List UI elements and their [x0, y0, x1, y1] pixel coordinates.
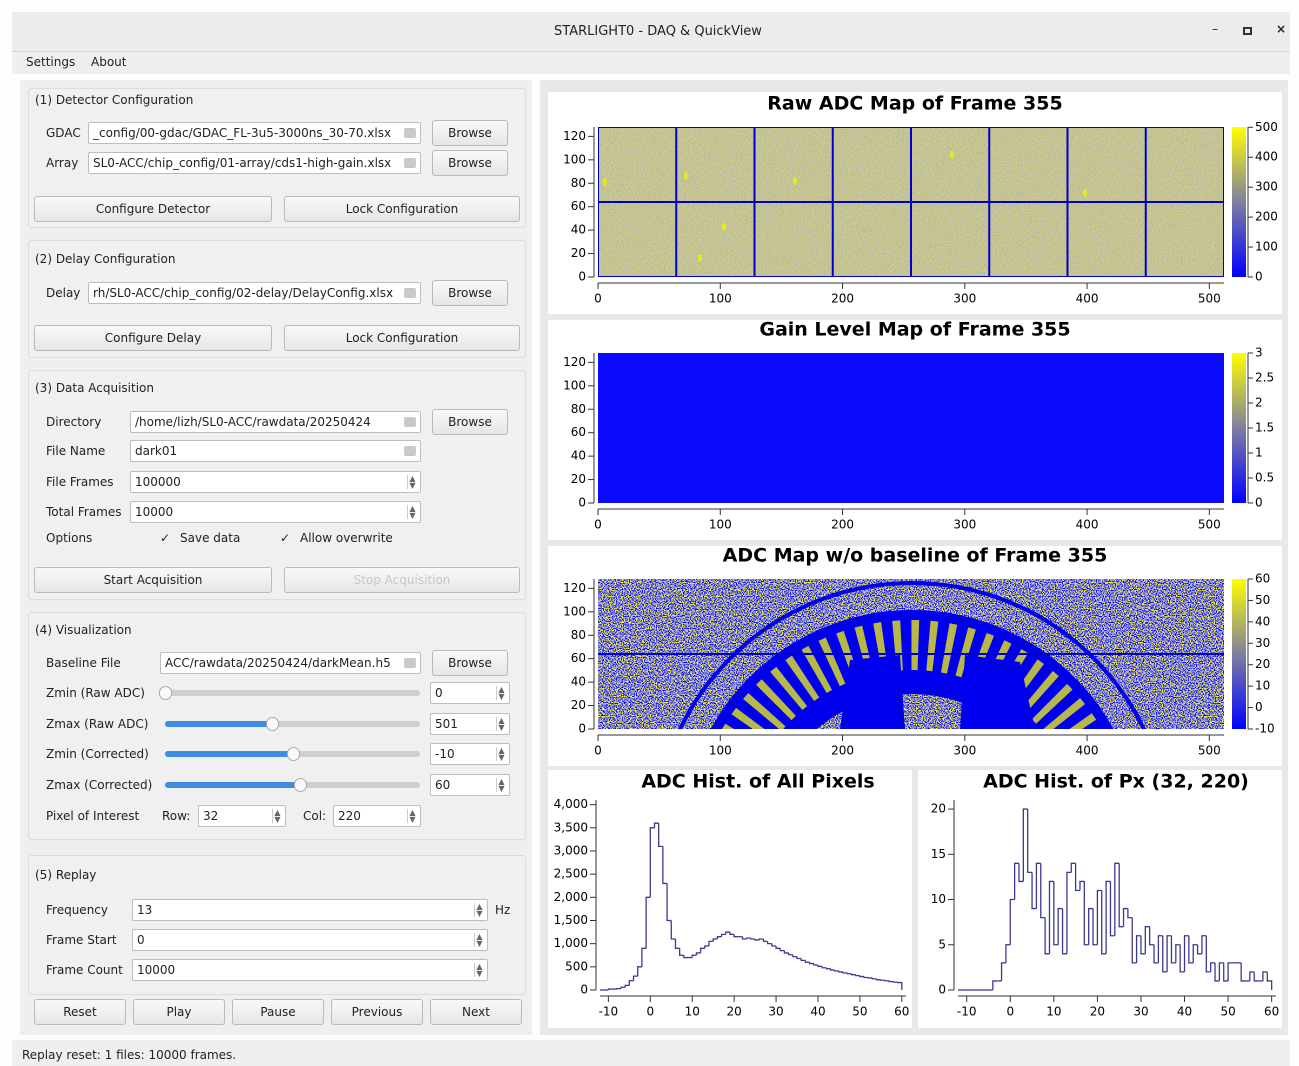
button[interactable]: Start Acquisition: [34, 567, 272, 593]
section-title: (2) Delay Configuration: [35, 251, 175, 267]
spin-arrows: ▲▼: [272, 809, 282, 823]
spin-box[interactable]: 60▲▼: [430, 774, 510, 796]
spin-arrows: ▲▼: [496, 778, 506, 792]
text-field[interactable]: /home/lizh/SL0-ACC/rawdata/20250424: [130, 411, 421, 433]
spin-arrows: ▲▼: [407, 505, 417, 519]
button[interactable]: Play: [133, 999, 225, 1025]
button[interactable]: Lock Configuration: [284, 196, 520, 222]
spin-arrows: ▲▼: [474, 903, 484, 917]
slider-handle[interactable]: [294, 778, 307, 792]
button[interactable]: Next: [430, 999, 522, 1025]
section-title: (3) Data Acquisition: [35, 380, 154, 396]
label: Col:: [303, 808, 326, 824]
label: Zmax (Corrected): [46, 777, 152, 793]
button[interactable]: Browse: [432, 409, 508, 435]
clear-icon: [404, 658, 416, 668]
section-title: (1) Detector Configuration: [35, 92, 193, 108]
clear-icon: [404, 158, 416, 168]
label: Baseline File: [46, 655, 121, 671]
label: GDAC: [46, 125, 81, 141]
checkbox[interactable]: ✓: [160, 530, 174, 546]
label: Frame Count: [46, 962, 123, 978]
checkbox-label: Allow overwrite: [300, 530, 393, 546]
button[interactable]: Configure Detector: [34, 196, 272, 222]
label: Frequency: [46, 902, 108, 918]
spin-arrows: ▲▼: [496, 747, 506, 761]
slider-fill: [165, 721, 272, 727]
slider-handle[interactable]: [159, 686, 172, 700]
button[interactable]: Browse: [432, 120, 508, 146]
spin-box[interactable]: 10000▲▼: [130, 501, 421, 523]
slider-handle[interactable]: [266, 717, 279, 731]
slider-track[interactable]: [165, 690, 420, 696]
slider-fill: [165, 782, 300, 788]
status-text: Replay reset: 1 files: 10000 frames.: [22, 1047, 236, 1063]
clear-icon: [404, 417, 416, 427]
slider-fill: [165, 751, 293, 757]
button[interactable]: Browse: [432, 650, 508, 676]
label: Total Frames: [46, 504, 121, 520]
spin-box[interactable]: 10000▲▼: [132, 959, 488, 981]
menu-item[interactable]: Settings: [26, 54, 75, 70]
slider-handle[interactable]: [287, 747, 300, 761]
menu-bar: [12, 52, 1290, 74]
minimize-button[interactable]: –: [1208, 22, 1222, 38]
label: Options: [46, 530, 92, 546]
spin-arrows: ▲▼: [407, 475, 417, 489]
spin-box[interactable]: -10▲▼: [430, 743, 510, 765]
clear-icon: [404, 128, 416, 138]
spin-box[interactable]: 0▲▼: [132, 929, 488, 951]
button[interactable]: Configure Delay: [34, 325, 272, 351]
section-title: (5) Replay: [35, 867, 96, 883]
section-title: (4) Visualization: [35, 622, 132, 638]
button[interactable]: Browse: [432, 280, 508, 306]
spin-arrows: ▲▼: [496, 717, 506, 731]
clear-icon: [404, 446, 416, 456]
button[interactable]: Reset: [34, 999, 126, 1025]
spin-box[interactable]: 501▲▼: [430, 713, 510, 735]
spin-box[interactable]: 220▲▼: [333, 805, 421, 827]
spin-box[interactable]: 0▲▼: [430, 682, 510, 704]
label: Directory: [46, 414, 101, 430]
clear-icon: [404, 288, 416, 298]
checkbox[interactable]: ✓: [280, 530, 294, 546]
spin-box[interactable]: 100000▲▼: [130, 471, 421, 493]
spin-box[interactable]: 13▲▼: [132, 899, 488, 921]
close-button[interactable]: ×: [1274, 22, 1288, 38]
spin-arrows: ▲▼: [474, 933, 484, 947]
plot-panel: [540, 80, 1288, 1035]
text-field[interactable]: dark01: [130, 440, 421, 462]
spin-arrows: ▲▼: [474, 963, 484, 977]
label: Hz: [495, 902, 510, 918]
text-field[interactable]: ACC/rawdata/20250424/darkMean.h5: [160, 652, 421, 674]
menu-item[interactable]: About: [91, 54, 126, 70]
label: Array: [46, 155, 78, 171]
button: Stop Acquisition: [284, 567, 520, 593]
text-field[interactable]: SL0-ACC/chip_config/01-array/cds1-high-g…: [88, 152, 421, 174]
button[interactable]: Previous: [331, 999, 423, 1025]
button[interactable]: Lock Configuration: [284, 325, 520, 351]
label: Zmin (Raw ADC): [46, 685, 145, 701]
label: Delay: [46, 285, 80, 301]
spin-arrows: ▲▼: [496, 686, 506, 700]
window-title: STARLIGHT0 - DAQ & QuickView: [400, 24, 916, 39]
checkbox-label: Save data: [180, 530, 240, 546]
spin-arrows: ▲▼: [407, 809, 417, 823]
label: Zmax (Raw ADC): [46, 716, 148, 732]
label: File Name: [46, 443, 105, 459]
spin-box[interactable]: 32▲▼: [198, 805, 286, 827]
label: Zmin (Corrected): [46, 746, 149, 762]
text-field[interactable]: rh/SL0-ACC/chip_config/02-delay/DelayCon…: [88, 282, 421, 304]
app-window: STARLIGHT0 - DAQ & QuickView – × Setting…: [0, 0, 1299, 1066]
button[interactable]: Pause: [232, 999, 324, 1025]
text-field[interactable]: _config/00-gdac/GDAC_FL-3u5-3000ns_30-70…: [88, 122, 421, 144]
label: Row:: [162, 808, 190, 824]
label: Pixel of Interest: [46, 808, 139, 824]
label: Frame Start: [46, 932, 117, 948]
label: File Frames: [46, 474, 114, 490]
maximize-button[interactable]: [1243, 27, 1252, 35]
button[interactable]: Browse: [432, 150, 508, 176]
